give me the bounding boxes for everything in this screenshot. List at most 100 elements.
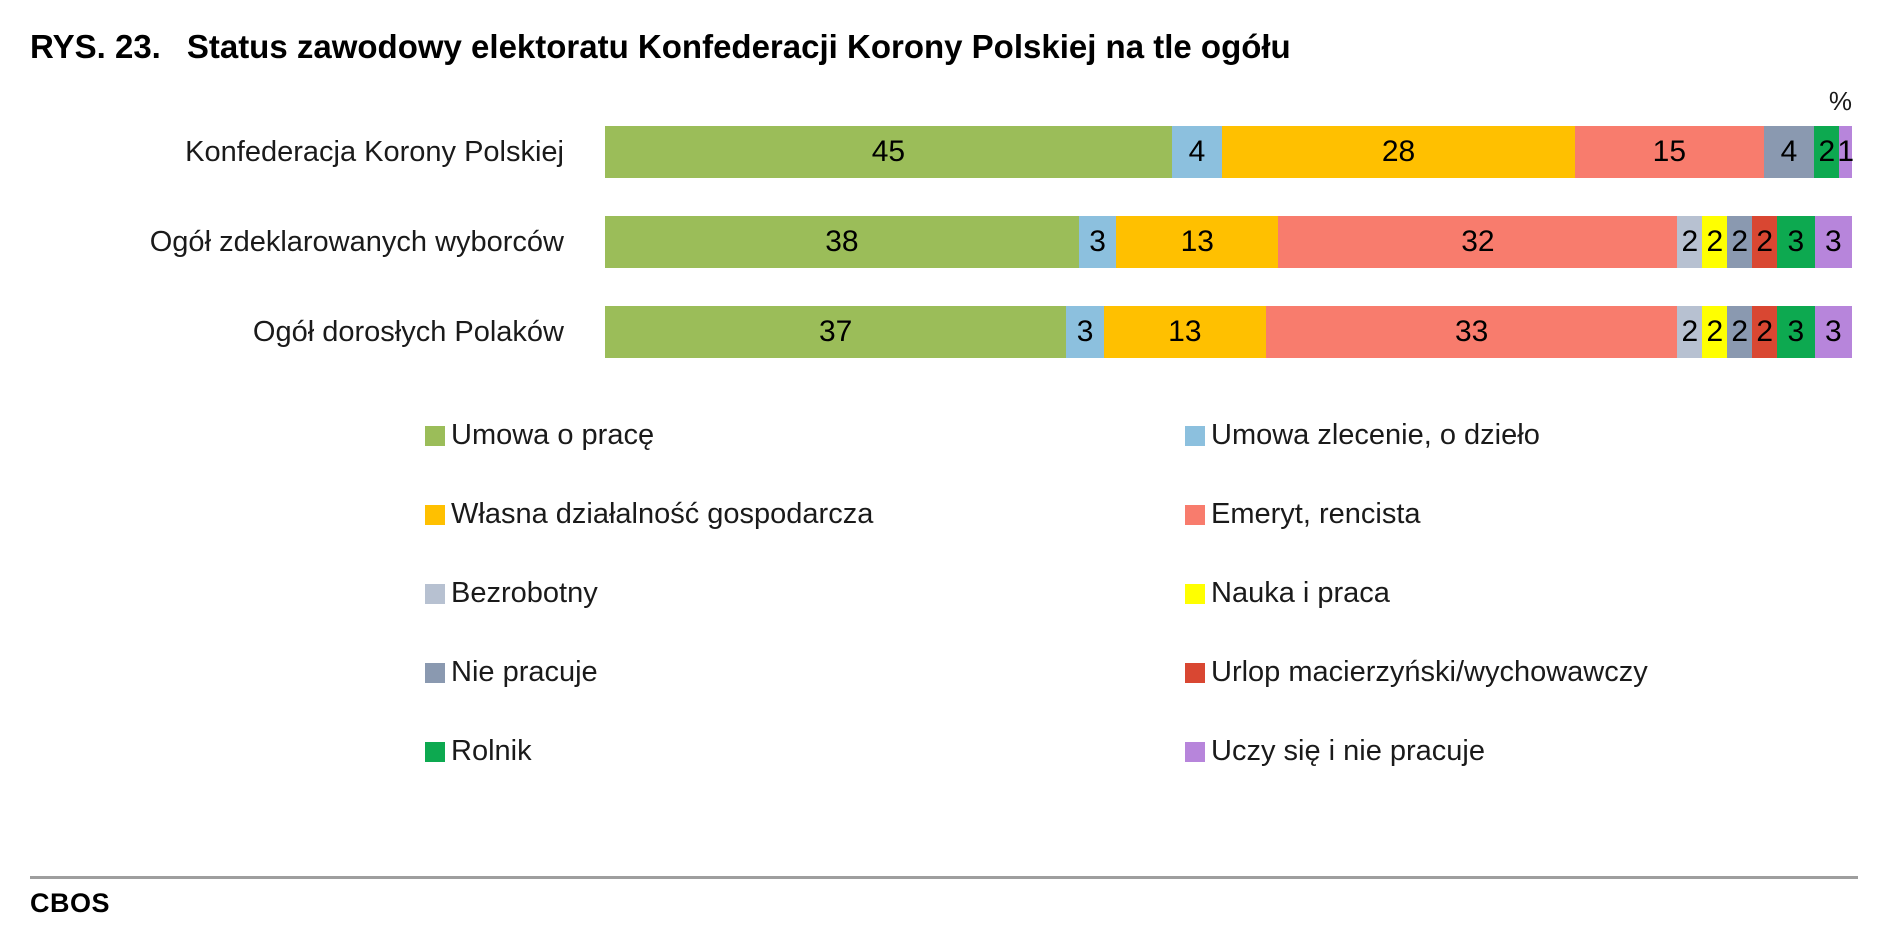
bar-segment-umowa-zlecenie-o-dzieło: 4	[1171, 126, 1223, 178]
bar-segment-umowa-zlecenie-o-dzieło: 3	[1078, 216, 1117, 268]
legend-label: Umowa zlecenie, o dzieło	[1211, 419, 1540, 451]
segment-value: 3	[1787, 225, 1805, 258]
segment-value: 13	[1168, 315, 1202, 348]
legend-item-nauka-i-praca: Nauka i praca	[1185, 577, 1852, 610]
legend-swatch-icon	[1185, 741, 1205, 762]
chart-rows: Konfederacja Korony Polskiej 45 4 28 15 4 2 1 Og…	[30, 126, 1855, 358]
segment-value: 2	[1681, 225, 1699, 258]
legend-item-umowa-o-pracę: Umowa o pracę	[425, 419, 1185, 452]
row-label: Konfederacja Korony Polskiej	[185, 135, 564, 168]
bar-segment-uczy-się-i-nie-pracuje: 3	[1814, 216, 1852, 268]
source-label: CBOS	[30, 888, 111, 918]
segment-value: 3	[1824, 315, 1842, 348]
footer: CBOS	[30, 876, 1858, 919]
segment-value: 3	[1824, 225, 1842, 258]
legend-label: Uczy się i nie pracuje	[1211, 735, 1485, 767]
segment-value: 13	[1180, 225, 1214, 258]
legend-label: Umowa o pracę	[451, 419, 655, 451]
chart-legend: Umowa o pracę Umowa zlecenie, o dzieło Wła…	[425, 396, 1852, 791]
segment-value: 2	[1818, 135, 1836, 168]
bar-segment-urlop-macierzyński-wychowawczy: 2	[1752, 306, 1778, 358]
bar-segment-umowa-o-pracę: 45	[605, 126, 1172, 178]
bar-segment-własna-działalność-gospodarcza: 13	[1116, 216, 1279, 268]
segment-value: 2	[1731, 225, 1749, 258]
legend-item-własna-działalność-gospodarcza: Własna działalność gospodarcza	[425, 498, 1185, 531]
bar-segment-uczy-się-i-nie-pracuje: 3	[1814, 306, 1852, 358]
stacked-bar-chart: Konfederacja Korony Polskiej 45 4 28 15 4 2 1 Og…	[30, 126, 1855, 358]
segment-value: 38	[825, 225, 859, 258]
legend-swatch-icon	[425, 741, 445, 762]
segment-value: 15	[1652, 135, 1687, 168]
bar-segment-nie-pracuje: 4	[1763, 126, 1815, 178]
bar: 37 3 13 33 2 2 2 2 3 3	[605, 306, 1852, 358]
legend-label: Nauka i praca	[1211, 577, 1390, 609]
bar-segment-rolnik: 2	[1814, 126, 1840, 178]
legend-swatch-icon	[425, 504, 445, 525]
legend-label: Urlop macierzyński/wychowawczy	[1211, 656, 1648, 688]
figure-title: Status zawodowy elektoratu Konfederacji …	[186, 28, 1291, 65]
legend-item-nie-pracuje: Nie pracuje	[425, 656, 1185, 689]
segment-value: 4	[1188, 135, 1206, 168]
legend-item-bezrobotny: Bezrobotny	[425, 577, 1185, 610]
bar-segment-nauka-i-praca: 2	[1702, 216, 1728, 268]
legend-swatch-icon	[1185, 583, 1205, 604]
legend-swatch-icon	[1185, 504, 1205, 525]
bar-segment-nie-pracuje: 2	[1727, 306, 1753, 358]
legend-swatch-icon	[1185, 662, 1205, 683]
row-label: Ogół zdeklarowanych wyborców	[149, 225, 564, 258]
segment-value: 2	[1681, 315, 1699, 348]
bar-segment-umowa-o-pracę: 38	[605, 216, 1079, 268]
bar-segment-emeryt-rencista: 15	[1574, 126, 1764, 178]
legend-item-uczy-się-i-nie-pracuje: Uczy się i nie pracuje	[1185, 735, 1852, 768]
legend-swatch-icon	[425, 662, 445, 683]
segment-value: 45	[871, 135, 906, 168]
figure-number: RYS. 23.	[30, 28, 161, 65]
segment-value: 33	[1454, 315, 1489, 348]
legend-item-urlop-macierzyński-wychowawczy: Urlop macierzyński/wychowawczy	[1185, 656, 1852, 689]
legend-item-umowa-zlecenie-o-dzieło: Umowa zlecenie, o dzieło	[1185, 419, 1852, 452]
bar-segment-urlop-macierzyński-wychowawczy: 2	[1752, 216, 1778, 268]
bar-segment-bezrobotny: 2	[1677, 306, 1703, 358]
segment-value: 37	[819, 315, 853, 348]
legend-swatch-icon	[425, 425, 445, 446]
bar-segment-nauka-i-praca: 2	[1702, 306, 1728, 358]
bar-segment-umowa-o-pracę: 37	[605, 306, 1067, 358]
segment-value: 28	[1381, 135, 1416, 168]
segment-value: 32	[1461, 225, 1495, 258]
chart-row: Ogół dorosłych Polaków 37 3 13 33 2 2 2 2 3 3	[30, 306, 1852, 358]
segment-value: 2	[1756, 225, 1774, 258]
segment-value: 2	[1731, 315, 1749, 348]
page-title: RYS. 23. Status zawodowy elektoratu Konfe…	[30, 28, 1852, 66]
legend-item-rolnik: Rolnik	[425, 735, 1185, 768]
segment-value: 3	[1076, 315, 1094, 348]
bar-segment-uczy-się-i-nie-pracuje: 1	[1837, 126, 1855, 178]
footer-divider	[30, 876, 1858, 879]
segment-value: 1	[1837, 135, 1855, 168]
bar-segment-umowa-zlecenie-o-dzieło: 3	[1066, 306, 1104, 358]
bar-segment-własna-działalność-gospodarcza: 13	[1103, 306, 1266, 358]
legend-label: Emeryt, rencista	[1211, 498, 1421, 530]
legend-label: Rolnik	[451, 735, 532, 767]
chart-row: Ogół zdeklarowanych wyborców 38 3 13 32 2 2 2 2 3…	[30, 216, 1852, 268]
chart-row: Konfederacja Korony Polskiej 45 4 28 15 4 2 1	[30, 126, 1855, 178]
segment-value: 3	[1787, 315, 1805, 348]
row-label: Ogół dorosłych Polaków	[252, 315, 564, 348]
bar-segment-rolnik: 3	[1777, 306, 1815, 358]
legend-label: Własna działalność gospodarcza	[451, 498, 874, 530]
legend-label: Bezrobotny	[451, 577, 598, 609]
percent-unit-label: %	[1828, 86, 1852, 116]
legend-label: Nie pracuje	[451, 656, 598, 688]
bar-segment-rolnik: 3	[1777, 216, 1815, 268]
legend-swatch-icon	[1185, 425, 1205, 446]
bar-segment-bezrobotny: 2	[1677, 216, 1703, 268]
bar: 45 4 28 15 4 2 1	[605, 126, 1855, 178]
unit-row: %	[30, 86, 1852, 118]
legend-swatch-icon	[425, 583, 445, 604]
segment-value: 2	[1706, 225, 1724, 258]
segment-value: 3	[1089, 225, 1106, 258]
legend-item-emeryt-rencista: Emeryt, rencista	[1185, 498, 1852, 531]
bar: 38 3 13 32 2 2 2 2 3 3	[605, 216, 1852, 268]
bar-segment-emeryt-rencista: 33	[1265, 306, 1678, 358]
segment-value: 4	[1780, 135, 1798, 168]
segment-value: 2	[1756, 315, 1774, 348]
